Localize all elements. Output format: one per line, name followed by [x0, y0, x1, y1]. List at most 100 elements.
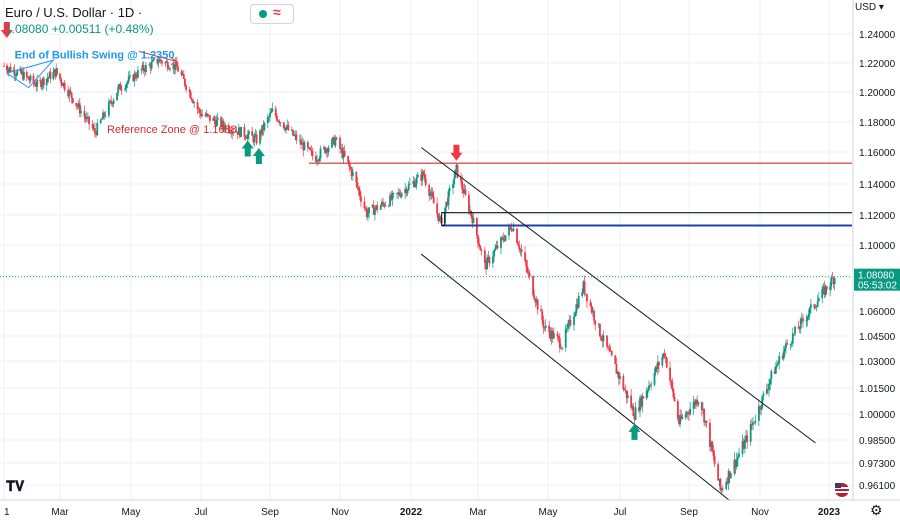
candle-body	[205, 113, 208, 117]
candle-body	[719, 478, 722, 491]
candle-body	[135, 77, 138, 79]
candle-body	[255, 134, 258, 144]
symbol-title[interactable]: Euro / U.S. Dollar · 1D ·	[5, 5, 143, 20]
candle-body	[454, 169, 457, 179]
candle-body	[153, 58, 155, 60]
candle-body	[220, 117, 222, 128]
gear-icon[interactable]: ⚙	[870, 502, 883, 518]
candle-body	[735, 459, 738, 468]
candle-body	[252, 135, 255, 143]
candle-body	[239, 127, 241, 137]
candle-body	[414, 183, 417, 187]
candle-body	[692, 401, 695, 409]
candle-body	[197, 108, 200, 110]
candle-body	[324, 147, 326, 154]
candle-body	[399, 194, 402, 197]
tradingview-logo[interactable]: 𝐓𝐕	[6, 478, 25, 494]
candle-body	[332, 137, 335, 140]
candle-body	[339, 137, 341, 149]
candle-body	[397, 192, 400, 194]
candle-body	[753, 422, 756, 424]
candle-body	[823, 286, 826, 296]
candle-body	[468, 194, 470, 212]
candle-body	[293, 134, 295, 136]
candle-body	[759, 406, 761, 410]
candle-body	[104, 115, 107, 117]
candle-body	[733, 459, 736, 474]
currency-button[interactable]: USD ▾	[855, 2, 884, 13]
candle-body	[300, 139, 302, 145]
candle-body	[765, 389, 768, 394]
candle-body	[645, 390, 648, 399]
candle-body	[632, 406, 635, 416]
price-axis[interactable]: 1.24000 1.22000 1.20000 1.18000 1.16000 1.140…	[852, 0, 900, 500]
candle-body	[487, 256, 490, 258]
candle-body	[142, 64, 145, 71]
candle-body	[557, 336, 560, 339]
candle-body	[776, 364, 778, 367]
candle-body	[150, 61, 153, 69]
candle-body	[119, 84, 122, 91]
candle-body	[245, 137, 248, 139]
candle-body	[116, 92, 118, 101]
candle-body	[743, 439, 746, 449]
candle-body	[107, 102, 110, 116]
drawings	[0, 22, 852, 501]
candle-body	[166, 61, 169, 69]
candle-body	[800, 318, 803, 320]
candle-body	[169, 68, 171, 70]
candle-body	[662, 353, 665, 358]
candle-body	[551, 330, 554, 339]
candle-body	[789, 344, 792, 345]
candle-body	[350, 168, 353, 177]
candle-body	[376, 205, 379, 210]
candle-body	[279, 122, 282, 124]
candle-body	[822, 286, 825, 289]
candle-body	[626, 395, 629, 399]
candle-body	[14, 75, 17, 77]
candle-body	[455, 164, 458, 170]
candle-body	[710, 441, 713, 448]
candle-body	[412, 181, 415, 184]
candle-body	[103, 112, 106, 117]
candle-body	[532, 276, 534, 296]
candle-body	[408, 183, 411, 185]
candle-body	[56, 68, 59, 74]
candle-body	[453, 178, 456, 185]
candle-body	[793, 333, 795, 335]
candle-body	[62, 82, 65, 87]
candle-body	[568, 319, 571, 324]
candle-body	[541, 311, 544, 321]
candle-body	[243, 127, 246, 137]
time-tick-label: Nov	[331, 507, 349, 518]
candle-body	[749, 423, 752, 442]
candle-body	[464, 189, 467, 195]
price-tick-label: 1.14000	[859, 180, 896, 191]
time-axis[interactable]: 1 Mar May Jul Sep Nov 2022 Mar May Jul Sep Nov 2023	[0, 483, 900, 518]
candle-body	[351, 172, 354, 177]
candle-body	[292, 129, 294, 136]
candle-body	[504, 235, 507, 241]
time-tick-label: Jul	[614, 507, 627, 518]
candle-body	[610, 351, 613, 356]
candle-body	[334, 139, 337, 146]
candle-body	[323, 147, 325, 149]
candle-body	[68, 90, 71, 97]
candle-body	[5, 65, 8, 70]
candle-body	[182, 74, 185, 79]
candle-body	[480, 250, 483, 252]
candle-body	[251, 131, 254, 136]
candle-body	[9, 67, 12, 72]
price-tick-label: 1.06000	[859, 307, 896, 318]
price-tick-label: 1.24000	[859, 30, 896, 41]
candle-body	[534, 299, 537, 303]
candle-body	[59, 73, 61, 79]
market-status-pill[interactable]: ≈	[250, 4, 294, 24]
flag-canton	[835, 483, 841, 488]
candle-body	[368, 207, 370, 214]
candle-body	[357, 187, 360, 191]
candle-body	[670, 380, 673, 382]
candle-body	[335, 137, 338, 140]
